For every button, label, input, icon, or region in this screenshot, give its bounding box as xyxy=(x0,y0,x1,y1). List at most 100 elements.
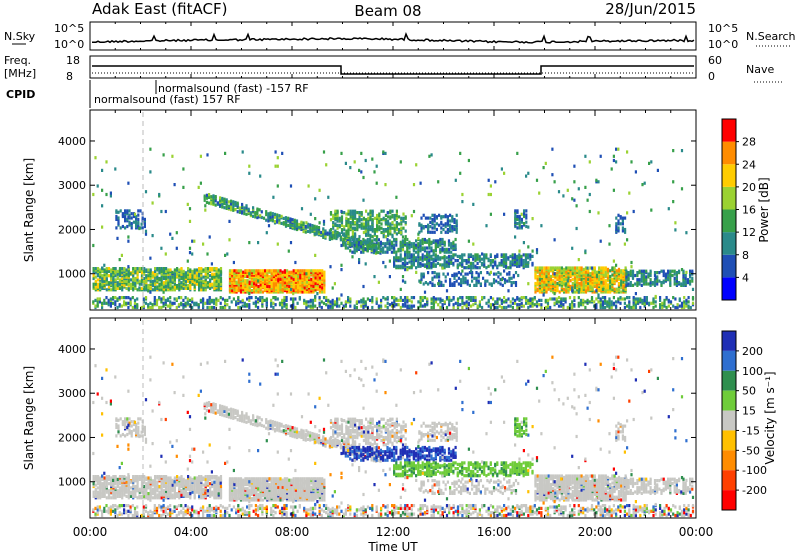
power-cell xyxy=(393,305,395,308)
power-cell xyxy=(101,287,103,290)
power-cell xyxy=(163,285,165,288)
power-cell xyxy=(688,305,690,308)
power-cell xyxy=(196,274,198,277)
power-cell xyxy=(262,269,264,272)
power-cell xyxy=(384,183,386,186)
power-cell xyxy=(448,262,450,265)
power-cell xyxy=(448,244,450,247)
power-cell xyxy=(459,262,461,265)
power-cell xyxy=(234,201,236,204)
power-cell xyxy=(525,256,527,259)
power-cell xyxy=(534,296,536,299)
power-cell xyxy=(255,211,257,214)
power-cell xyxy=(641,183,643,186)
power-cell xyxy=(160,210,162,213)
power-cell xyxy=(470,296,472,299)
power-cell xyxy=(512,302,514,305)
power-cell xyxy=(406,268,408,271)
power-cell xyxy=(369,210,371,213)
power-cell xyxy=(650,302,652,305)
power-cell xyxy=(165,303,167,306)
power-cell xyxy=(123,300,125,303)
power-cell xyxy=(616,269,618,272)
power-cell xyxy=(574,290,576,293)
power-cell xyxy=(246,286,248,289)
power-cell xyxy=(332,217,334,220)
power-cell xyxy=(274,220,276,223)
power-cell xyxy=(142,216,144,219)
power-cell xyxy=(309,229,311,232)
power-cell xyxy=(434,224,436,227)
power-cell xyxy=(572,269,574,272)
power-cell xyxy=(154,267,156,270)
power-cell xyxy=(156,273,158,276)
power-cell xyxy=(242,285,244,288)
power-cell xyxy=(378,242,380,245)
power-cell xyxy=(144,225,146,228)
power-cell xyxy=(632,270,634,273)
power-cell xyxy=(337,214,339,217)
power-cell xyxy=(419,248,421,251)
power-cell xyxy=(270,302,272,305)
power-cell xyxy=(332,214,334,217)
power-cell xyxy=(272,302,274,305)
power-cell xyxy=(245,213,247,216)
power-cell xyxy=(472,266,474,269)
power-cell xyxy=(234,208,236,211)
power-cell xyxy=(674,280,676,283)
power-cell xyxy=(576,278,578,281)
power-cell xyxy=(380,227,382,230)
power-cell xyxy=(558,305,560,308)
power-cell xyxy=(592,286,594,289)
power-cell xyxy=(404,268,406,271)
power-cell xyxy=(554,272,556,275)
power-cell xyxy=(292,218,294,221)
power-cell xyxy=(501,167,503,170)
power-cell xyxy=(573,296,575,299)
power-cell xyxy=(488,179,490,182)
power-cell xyxy=(420,299,422,302)
power-cell xyxy=(309,223,311,226)
power-cell xyxy=(174,183,176,186)
power-cell xyxy=(276,219,278,222)
power-cell xyxy=(115,278,117,281)
power-cell xyxy=(434,275,436,278)
power-cell xyxy=(639,306,641,309)
power-cell xyxy=(615,148,617,151)
power-cell xyxy=(449,281,451,284)
power-cell xyxy=(516,255,518,258)
power-cell xyxy=(319,302,321,305)
power-cell xyxy=(275,296,277,299)
power-cell xyxy=(442,303,444,306)
power-cell xyxy=(309,226,311,229)
power-cell xyxy=(242,299,244,302)
power-cell xyxy=(578,269,580,272)
power-cell xyxy=(232,207,234,210)
power-cell xyxy=(167,278,169,281)
power-cell xyxy=(330,234,332,237)
power-cell xyxy=(277,269,279,272)
power-cell xyxy=(345,232,347,235)
power-cell xyxy=(187,300,189,303)
power-cell xyxy=(319,296,321,299)
power-cell xyxy=(453,221,455,224)
power-cell xyxy=(213,299,215,302)
power-cell xyxy=(514,299,516,302)
power-cell xyxy=(138,286,140,289)
power-cell xyxy=(400,256,402,259)
power-cell xyxy=(422,256,424,259)
power-cell xyxy=(208,196,210,199)
power-cell xyxy=(114,167,116,170)
power-cell xyxy=(490,253,492,256)
power-cell xyxy=(647,273,649,276)
power-cell xyxy=(163,153,165,156)
power-cell xyxy=(167,268,169,271)
power-cell xyxy=(367,232,369,235)
power-cell xyxy=(529,297,531,300)
power-cell xyxy=(391,234,393,237)
power-cell xyxy=(436,222,438,225)
power-cell xyxy=(131,216,133,219)
power-cell xyxy=(434,226,436,229)
power-cell xyxy=(200,267,202,270)
